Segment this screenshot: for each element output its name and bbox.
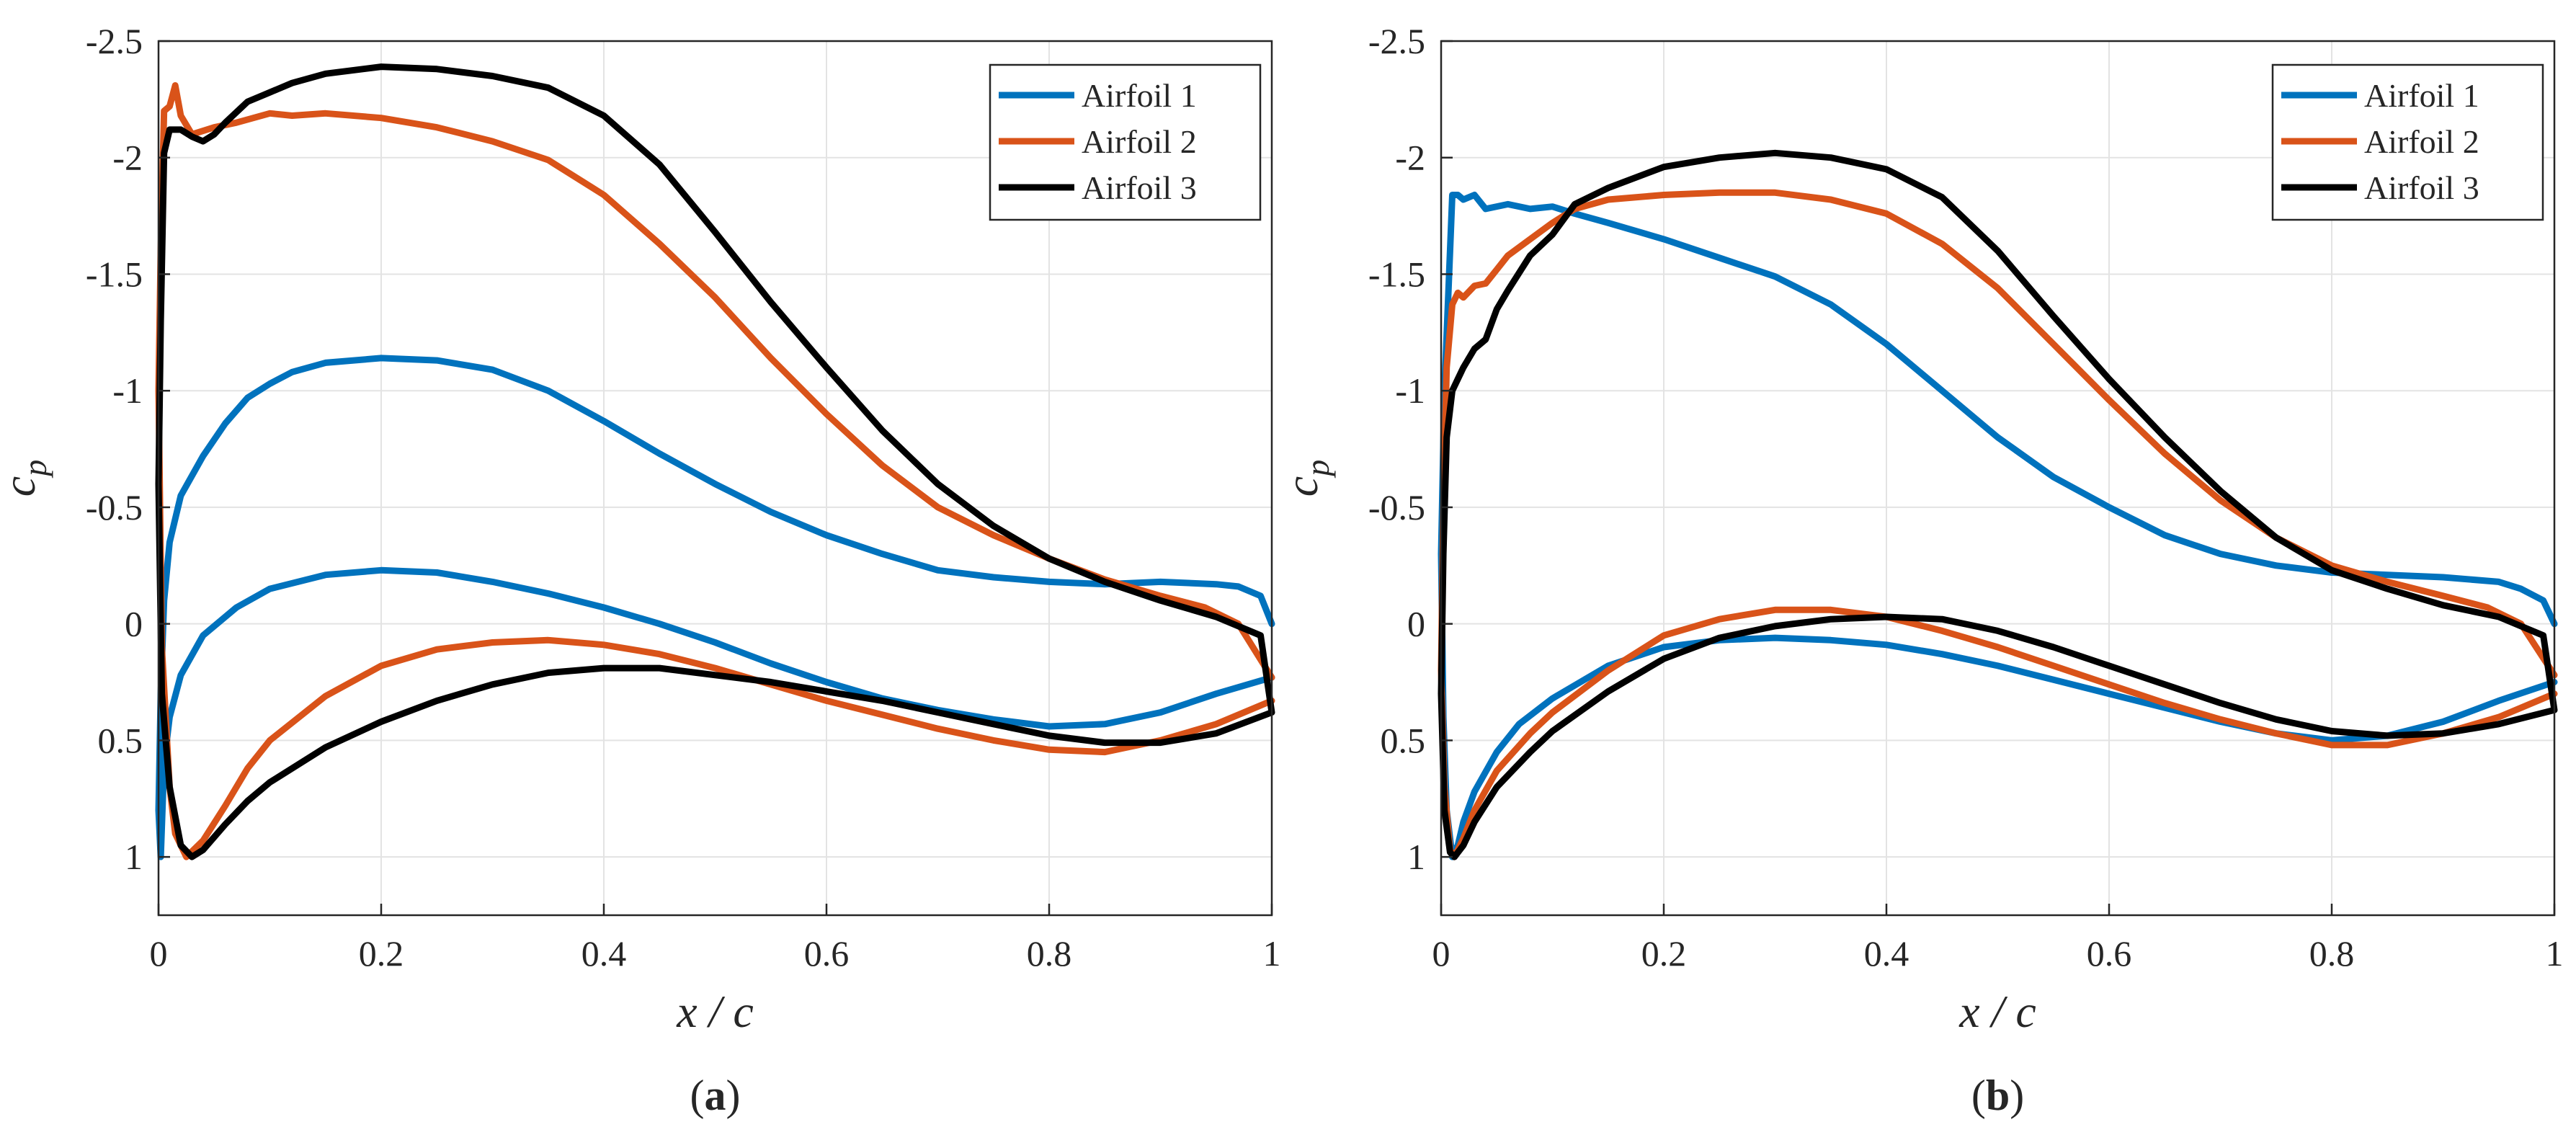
- y-tick-label: 1: [1407, 837, 1425, 877]
- x-tick-label: 1: [2546, 933, 2564, 974]
- legend-label: Airfoil 3: [2364, 169, 2479, 206]
- y-tick-label: -1: [1395, 370, 1425, 411]
- series-line-airfoil-3: [155, 63, 1275, 860]
- y-tick-label: -1.5: [86, 254, 143, 294]
- x-tick-label: 0.2: [359, 933, 404, 974]
- x-tick-label: 0.4: [581, 933, 627, 974]
- axes-box: [1440, 40, 2556, 917]
- x-axis-label: x / c: [676, 986, 754, 1037]
- x-tick-label: 0.6: [804, 933, 850, 974]
- panel-a: 0 0.2 0.4 0.6 0.8 1 -2.5 -2 -1.5 -1 -0.5 0 0.5 1 x / c…: [0, 21, 1281, 1119]
- y-axis-label: cp: [1276, 460, 1336, 497]
- y-tick-label: -0.5: [86, 487, 143, 528]
- panel-label-open: (: [1971, 1072, 1986, 1119]
- panel-label: (b): [1971, 1072, 2024, 1119]
- panel-label-close: ): [2010, 1072, 2024, 1119]
- panel-label: (a): [690, 1072, 741, 1119]
- y-tick-label: -1: [112, 370, 143, 411]
- y-axis-label-main: c: [1276, 476, 1327, 497]
- y-tick-label: -1.5: [1368, 254, 1425, 294]
- x-tick-label: 0: [1432, 933, 1450, 974]
- panel-label-letter: a: [705, 1072, 726, 1119]
- y-tick-label: -2.5: [1368, 21, 1425, 61]
- y-tick-label: 0: [1407, 604, 1425, 644]
- y-tick-label: -2: [1395, 138, 1425, 178]
- legend: Airfoil 1 Airfoil 2 Airfoil 3: [989, 63, 1262, 221]
- x-tick-label: 0.4: [1864, 933, 1909, 974]
- x-axis-label: x / c: [1958, 986, 2036, 1037]
- panel-label-letter: b: [1986, 1072, 2010, 1119]
- y-axis-label-main: c: [0, 476, 45, 497]
- y-tick-label: -0.5: [1368, 487, 1425, 528]
- y-axis-label-subscript: p: [1299, 460, 1336, 479]
- legend-label: Airfoil 2: [1082, 123, 1197, 160]
- y-tick-label: 0: [125, 604, 143, 644]
- legend-label: Airfoil 2: [2364, 123, 2479, 160]
- series-line-airfoil-3: [1438, 149, 2558, 860]
- x-tick-label: 0.6: [2087, 933, 2132, 974]
- y-axis-label: cp: [0, 460, 53, 497]
- y-tick-label: 0.5: [1381, 720, 1426, 760]
- x-tick-label: 0.8: [2309, 933, 2355, 974]
- legend-label: Airfoil 1: [1082, 77, 1197, 114]
- series-line-airfoil-1: [1438, 192, 2558, 860]
- x-tick-label: 0.2: [1641, 933, 1687, 974]
- series-line-airfoil-2: [1438, 189, 2558, 860]
- panel-label-open: (: [690, 1072, 705, 1119]
- panel-label-close: ): [726, 1072, 741, 1119]
- x-tick-label: 0: [150, 933, 168, 974]
- y-tick-label: 0.5: [98, 720, 143, 760]
- y-tick-label: -2.5: [86, 21, 143, 61]
- legend: Airfoil 1 Airfoil 2 Airfoil 3: [2271, 63, 2544, 221]
- x-tick-label: 1: [1263, 933, 1281, 974]
- x-tick-label: 0.8: [1027, 933, 1072, 974]
- axes-box: [157, 40, 1273, 917]
- y-tick-label: 1: [125, 837, 143, 877]
- legend-label: Airfoil 1: [2364, 77, 2479, 114]
- legend-box: [989, 63, 1262, 221]
- panel-b: 0 0.2 0.4 0.6 0.8 1 -2.5 -2 -1.5 -1 -0.5 0 0.5 1 x / c…: [1276, 21, 2564, 1119]
- y-axis-label-subscript: p: [17, 460, 53, 479]
- legend-label: Airfoil 3: [1082, 169, 1197, 206]
- y-tick-label: -2: [112, 138, 143, 178]
